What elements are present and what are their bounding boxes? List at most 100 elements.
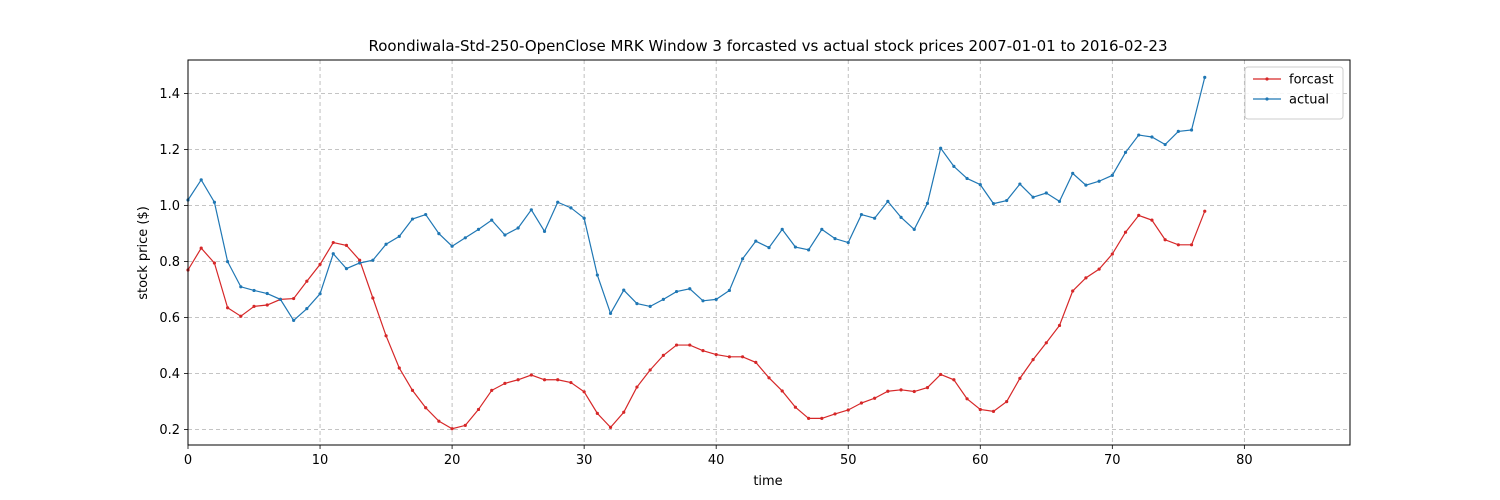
- data-point-forcast: [674, 343, 679, 347]
- y-tick-label: 1.2: [159, 143, 180, 158]
- data-point-actual: [1176, 129, 1180, 133]
- data-point-forcast: [622, 410, 626, 414]
- legend-label: actual: [1289, 93, 1329, 108]
- x-tick-label: 80: [1236, 453, 1253, 468]
- data-point-actual: [780, 227, 784, 231]
- y-tick-label: 1.4: [159, 87, 180, 102]
- y-axis-label: stock price ($): [136, 206, 151, 300]
- data-point-actual: [674, 289, 679, 294]
- data-point-forcast: [424, 406, 428, 410]
- data-point-forcast: [820, 416, 824, 420]
- data-point-forcast: [239, 314, 243, 318]
- x-tick-label: 20: [444, 453, 461, 468]
- data-point-forcast: [991, 409, 996, 413]
- data-point-forcast: [371, 296, 375, 300]
- y-tick-label: 0.6: [159, 311, 180, 326]
- data-point-actual: [556, 200, 560, 204]
- data-point-forcast: [463, 423, 467, 427]
- y-tick-label: 0.4: [159, 367, 180, 382]
- data-point-actual: [371, 258, 375, 262]
- data-point-actual: [688, 287, 692, 291]
- data-point-actual: [1031, 195, 1035, 199]
- data-point-forcast: [965, 397, 969, 401]
- data-point-actual: [305, 307, 309, 311]
- data-point-actual: [899, 215, 903, 219]
- data-point-forcast: [1057, 323, 1062, 328]
- series-forcast: [186, 209, 1207, 431]
- data-point-forcast: [1137, 213, 1141, 217]
- x-tick-label: 0: [184, 453, 192, 468]
- legend-marker: [1265, 97, 1269, 101]
- data-point-forcast: [252, 304, 256, 308]
- data-point-forcast: [437, 419, 441, 423]
- data-point-actual: [424, 212, 428, 217]
- data-point-actual: [212, 200, 217, 204]
- legend-item-forcast: forcast: [1253, 73, 1334, 88]
- data-point-actual: [318, 292, 322, 296]
- data-point-forcast: [516, 378, 520, 382]
- grid-lines: [187, 60, 1350, 445]
- data-point-actual: [873, 216, 877, 220]
- series-actual: [186, 75, 1207, 322]
- data-point-actual: [292, 318, 296, 322]
- x-tick-label: 50: [840, 453, 857, 468]
- y-tick-label: 0.8: [159, 255, 180, 270]
- y-tick-label: 1.0: [159, 199, 180, 214]
- data-point-actual: [239, 285, 243, 289]
- data-point-actual: [740, 257, 745, 261]
- data-point-actual: [265, 291, 269, 296]
- data-point-forcast: [1097, 267, 1101, 271]
- data-point-forcast: [727, 355, 731, 359]
- data-point-forcast: [1018, 376, 1022, 380]
- data-point-actual: [397, 234, 401, 238]
- legend: forcast actual: [1244, 66, 1344, 120]
- data-point-forcast: [595, 411, 599, 415]
- data-point-forcast: [833, 412, 837, 416]
- data-point-forcast: [754, 360, 758, 364]
- legend-marker: [1265, 77, 1269, 81]
- data-point-forcast: [978, 407, 982, 412]
- data-point-actual: [859, 212, 864, 217]
- data-point-actual: [939, 146, 943, 150]
- data-point-forcast: [450, 427, 454, 431]
- data-point-forcast: [265, 303, 269, 307]
- data-point-actual: [912, 227, 916, 231]
- data-point-forcast: [410, 388, 415, 392]
- x-tick-label: 70: [1104, 453, 1121, 468]
- data-point-forcast: [331, 240, 335, 245]
- data-point-actual: [569, 206, 573, 210]
- data-point-forcast: [740, 355, 745, 359]
- data-point-forcast: [767, 376, 771, 380]
- data-point-forcast: [556, 378, 560, 382]
- data-point-actual: [807, 248, 811, 252]
- data-point-forcast: [873, 396, 877, 400]
- series-layer: [186, 75, 1207, 431]
- data-point-actual: [648, 304, 652, 308]
- series-line-actual: [187, 77, 1206, 322]
- data-point-actual: [820, 227, 824, 231]
- data-point-actual: [503, 233, 507, 237]
- data-point-actual: [1005, 198, 1009, 203]
- data-point-forcast: [292, 296, 296, 301]
- data-point-actual: [754, 239, 758, 243]
- x-tick-label: 40: [708, 453, 725, 468]
- data-point-actual: [701, 299, 705, 303]
- data-point-actual: [529, 208, 533, 212]
- x-axis-label: time: [753, 474, 782, 489]
- data-point-forcast: [1203, 209, 1207, 213]
- data-point-forcast: [701, 349, 705, 353]
- data-point-forcast: [648, 368, 652, 372]
- data-point-actual: [1110, 173, 1114, 177]
- data-point-actual: [1097, 179, 1101, 183]
- data-point-forcast: [397, 366, 401, 370]
- data-point-actual: [476, 227, 481, 231]
- y-tick-label: 0.2: [159, 423, 180, 438]
- data-point-actual: [463, 236, 467, 240]
- data-point-actual: [450, 244, 454, 248]
- chart-title: Roondiwala-Std-250-OpenClose MRK Window …: [368, 37, 1167, 55]
- x-tick-label: 10: [312, 453, 329, 468]
- data-point-forcast: [1005, 400, 1009, 404]
- data-point-actual: [635, 302, 639, 306]
- data-point-forcast: [542, 378, 547, 382]
